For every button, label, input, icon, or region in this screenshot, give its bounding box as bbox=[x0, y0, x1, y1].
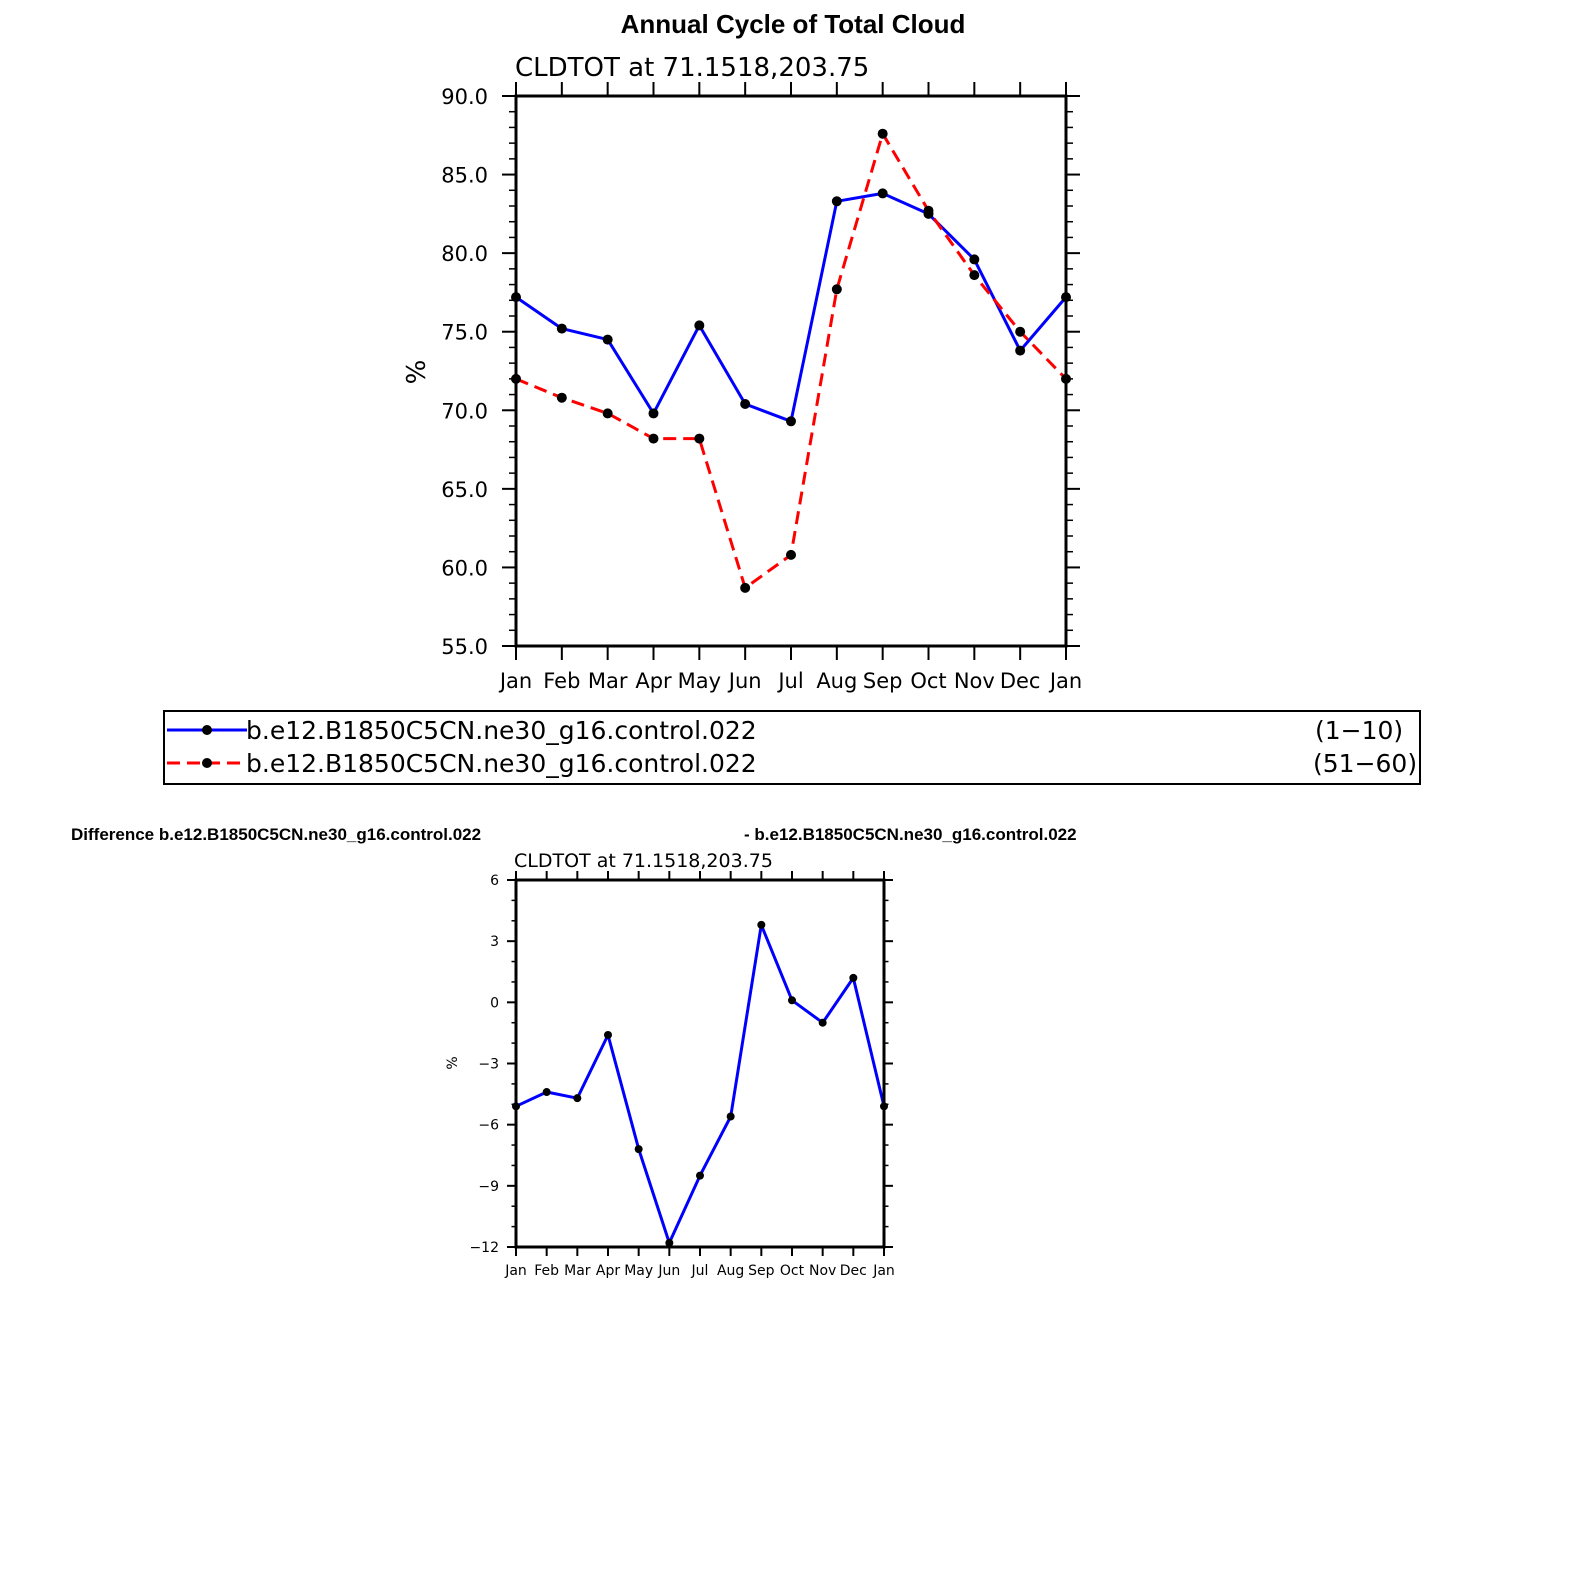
y-tick-label: 65.0 bbox=[441, 478, 488, 502]
x-tick-label: Dec bbox=[1000, 669, 1041, 693]
chart-title: Annual Cycle of Total Cloud bbox=[621, 9, 966, 39]
x-tick-label: Sep bbox=[863, 669, 903, 693]
y-tick-label: 80.0 bbox=[441, 242, 488, 266]
data-point bbox=[648, 433, 659, 444]
data-point bbox=[694, 320, 705, 331]
x-tick-label: Aug bbox=[816, 669, 857, 693]
data-point bbox=[556, 323, 567, 334]
bottom-chart-ylabel: % bbox=[445, 1056, 461, 1069]
data-point bbox=[602, 408, 613, 419]
x-tick-label: Aug bbox=[717, 1263, 744, 1279]
data-point bbox=[923, 205, 934, 216]
top-chart-ylabel: % bbox=[402, 360, 432, 385]
x-tick-label: May bbox=[624, 1263, 653, 1279]
y-tick-label: 90.0 bbox=[441, 85, 488, 109]
difference-title-left: Difference b.e12.B1850C5CN.ne30_g16.cont… bbox=[71, 825, 481, 844]
data-point bbox=[665, 1238, 674, 1247]
legend: b.e12.B1850C5CN.ne30_g16.control.022 (1−… bbox=[163, 710, 1421, 785]
x-tick-label: Jul bbox=[691, 1263, 709, 1279]
y-tick-label: −12 bbox=[469, 1240, 499, 1256]
legend-years-series-2: (51−60) bbox=[1313, 749, 1417, 778]
legend-marker-series-2 bbox=[202, 758, 212, 768]
data-point bbox=[831, 196, 842, 207]
x-tick-label: Apr bbox=[596, 1263, 620, 1279]
legend-label-series-1: b.e12.B1850C5CN.ne30_g16.control.022 bbox=[246, 716, 757, 745]
difference-title-right: - b.e12.B1850C5CN.ne30_g16.control.022 bbox=[744, 825, 1077, 844]
difference-chart: CLDTOT at 71.1518,203.75 % −12−9−6−3036 … bbox=[445, 850, 895, 1279]
y-tick-label: −6 bbox=[478, 1118, 499, 1134]
y-tick-label: 60.0 bbox=[441, 556, 488, 580]
legend-years-series-1: (1−10) bbox=[1315, 716, 1403, 745]
x-tick-label: Dec bbox=[840, 1263, 867, 1279]
x-tick-label: Feb bbox=[534, 1263, 559, 1279]
x-tick-label: Jan bbox=[504, 1263, 527, 1279]
x-tick-label: Mar bbox=[588, 669, 628, 693]
y-tick-label: 85.0 bbox=[441, 164, 488, 188]
x-tick-label: Mar bbox=[564, 1263, 591, 1279]
x-tick-label: Oct bbox=[910, 669, 946, 693]
x-tick-label: Nov bbox=[809, 1263, 836, 1279]
y-tick-label: 3 bbox=[490, 934, 499, 950]
data-point bbox=[573, 1094, 582, 1103]
data-point bbox=[726, 1112, 735, 1121]
x-tick-label: May bbox=[678, 669, 721, 693]
data-point bbox=[740, 399, 751, 409]
data-point bbox=[648, 408, 659, 419]
y-tick-label: 55.0 bbox=[441, 635, 488, 659]
data-point bbox=[1015, 326, 1026, 337]
data-point bbox=[969, 270, 980, 281]
data-point bbox=[831, 284, 842, 295]
data-point bbox=[634, 1145, 643, 1154]
data-point bbox=[604, 1030, 612, 1039]
data-point bbox=[1015, 345, 1026, 356]
top-chart-subtitle: CLDTOT at 71.1518,203.75 bbox=[515, 53, 869, 83]
legend-marker-series-1 bbox=[202, 725, 212, 735]
data-point bbox=[542, 1088, 551, 1097]
bottom-chart-subtitle: CLDTOT at 71.1518,203.75 bbox=[514, 850, 773, 872]
x-tick-label: Jan bbox=[872, 1263, 895, 1279]
x-tick-label: Apr bbox=[635, 669, 672, 693]
annual-cycle-chart: CLDTOT at 71.1518,203.75 % 55.0 60.0 65.0 7… bbox=[402, 53, 1082, 693]
x-tick-label: Jun bbox=[657, 1263, 680, 1279]
y-tick-label: −9 bbox=[478, 1179, 499, 1195]
data-point bbox=[788, 996, 796, 1005]
data-point bbox=[818, 1018, 827, 1027]
data-point bbox=[740, 582, 751, 593]
data-point bbox=[556, 392, 567, 403]
legend-label-series-2: b.e12.B1850C5CN.ne30_g16.control.022 bbox=[246, 749, 757, 778]
y-tick-label: 0 bbox=[490, 995, 499, 1011]
data-point bbox=[694, 433, 705, 444]
data-point bbox=[786, 416, 796, 427]
legend-box bbox=[163, 710, 1421, 785]
x-tick-label: Jun bbox=[727, 669, 762, 693]
x-tick-label: Nov bbox=[954, 669, 995, 693]
data-point bbox=[849, 973, 858, 982]
data-point bbox=[786, 549, 796, 560]
data-point bbox=[877, 128, 888, 139]
x-tick-label: Jan bbox=[498, 669, 532, 693]
y-tick-label: 75.0 bbox=[441, 321, 488, 345]
x-tick-label: Jul bbox=[776, 669, 803, 693]
x-tick-label: Jan bbox=[1048, 669, 1082, 693]
data-point bbox=[757, 920, 766, 929]
y-tick-label: 6 bbox=[490, 873, 499, 889]
x-tick-label: Sep bbox=[748, 1263, 775, 1279]
x-tick-label: Feb bbox=[543, 669, 580, 693]
data-point bbox=[969, 254, 980, 265]
data-point bbox=[877, 188, 888, 199]
data-point bbox=[696, 1171, 704, 1180]
y-tick-label: 70.0 bbox=[441, 399, 488, 423]
x-tick-label: Oct bbox=[780, 1263, 805, 1279]
y-tick-label: −3 bbox=[478, 1057, 499, 1073]
data-point bbox=[602, 334, 613, 345]
